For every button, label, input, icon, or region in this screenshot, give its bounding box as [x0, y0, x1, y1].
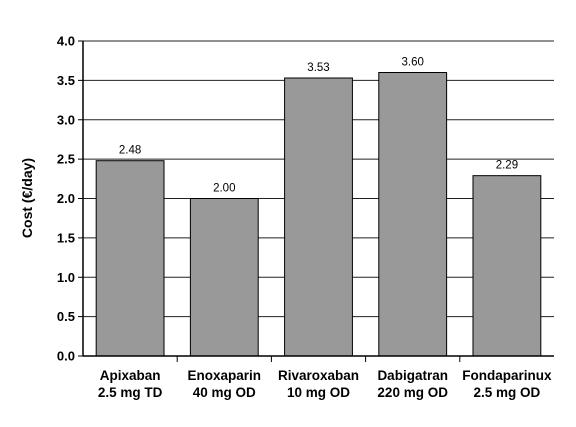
y-axis-label: Cost (€/day)	[19, 158, 35, 238]
data-label: 2.48	[119, 145, 141, 157]
y-tick-label: 4.0	[57, 34, 75, 49]
data-label: 2.29	[496, 160, 518, 172]
y-tick-label: 0.0	[57, 349, 75, 364]
bar	[472, 175, 542, 357]
y-tick-label: 0.5	[57, 309, 75, 324]
bar	[284, 77, 353, 357]
x-tick-label: 40 mg OD	[193, 385, 256, 400]
y-tick-label: 2.0	[57, 191, 75, 206]
data-label: 3.53	[307, 62, 329, 74]
bars	[95, 72, 542, 357]
bar	[189, 198, 259, 357]
x-tick-label: Apixaban	[100, 368, 161, 383]
x-tick-label: 10 mg OD	[287, 385, 350, 400]
data-label: 3.60	[402, 57, 424, 69]
x-tick-label: Rivaroxaban	[278, 368, 359, 383]
x-tick-label: 2.5 mg OD	[474, 385, 541, 400]
y-tick-label: 2.5	[57, 152, 75, 167]
x-tick-label: Fondaparinux	[462, 368, 552, 383]
bar	[95, 160, 165, 357]
x-tick-label: Enoxaparin	[188, 368, 262, 383]
data-label: 2.00	[213, 183, 235, 195]
y-tick-label: 1.5	[57, 230, 75, 245]
axes	[78, 40, 554, 362]
y-tick-label: 3.5	[57, 73, 75, 88]
y-tick-label: 3.0	[57, 112, 75, 127]
x-tick-label: 2.5 mg TD	[98, 385, 163, 400]
bar	[378, 72, 448, 357]
labels: 0.0 0.5 1.0 1.5 2.0 2.5 3.0 3.5 4.0 2.48 Apixaban 2…	[57, 34, 552, 401]
x-tick-label: Dabigatran	[377, 368, 448, 383]
y-tick-label: 1.0	[57, 270, 75, 285]
x-tick-label: 220 mg OD	[377, 385, 448, 400]
